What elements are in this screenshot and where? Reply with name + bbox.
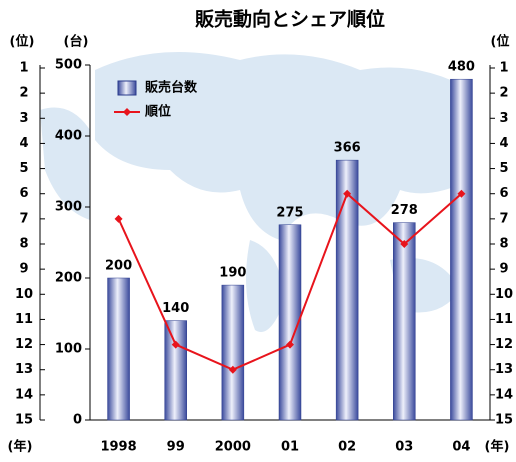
y2-tick-label: 12 bbox=[495, 337, 513, 352]
y-tick-label: 500 bbox=[55, 58, 82, 73]
y2-tick-label: 15 bbox=[495, 413, 513, 428]
y-tick-label: 100 bbox=[55, 342, 82, 357]
y-tick-label: 400 bbox=[55, 129, 82, 144]
y2-tick-label-left: 14 bbox=[15, 387, 33, 402]
x-tick-label: 1998 bbox=[100, 440, 136, 455]
y2-tick-label-left: 2 bbox=[19, 86, 28, 101]
y2-tick-label: 2 bbox=[499, 86, 508, 101]
y2-axis-label: (位 bbox=[491, 34, 510, 50]
bar-value-label: 200 bbox=[105, 259, 132, 274]
y2-tick-label-left: 3 bbox=[19, 111, 28, 126]
legend-marker bbox=[123, 108, 131, 116]
y-tick-label: 200 bbox=[55, 271, 82, 286]
rank-marker bbox=[457, 189, 466, 198]
y2-tick-label-left: 9 bbox=[19, 262, 28, 277]
y2-tick-label-left: 8 bbox=[19, 237, 28, 252]
y-axis-label: (台) bbox=[64, 34, 89, 50]
y-tick-label: 300 bbox=[55, 200, 82, 215]
x-tick-label: 03 bbox=[395, 440, 413, 455]
y2-tick-label-left: 11 bbox=[15, 312, 33, 327]
y2-tick-label-left: 5 bbox=[19, 161, 28, 176]
y2-tick-label: 7 bbox=[499, 211, 508, 226]
bar-value-label: 278 bbox=[391, 203, 418, 218]
y2-tick-label-left: 13 bbox=[15, 362, 33, 377]
y2-tick-label-left: 10 bbox=[15, 287, 33, 302]
y2-tick-label-left: 4 bbox=[19, 136, 28, 151]
x-tick-label: 04 bbox=[452, 440, 470, 455]
chart-title: 販売動向とシェア順位 bbox=[195, 8, 385, 31]
x-tick-label: 99 bbox=[167, 440, 185, 455]
y2-axis-label-left: (位) bbox=[10, 34, 35, 50]
y2-tick-label: 10 bbox=[495, 287, 513, 302]
bar bbox=[107, 277, 130, 421]
bar-value-label: 480 bbox=[448, 60, 475, 75]
rank-marker bbox=[228, 365, 237, 374]
y2-tick-label-left: 12 bbox=[15, 337, 33, 352]
y2-tick-label-left: 15 bbox=[15, 413, 33, 428]
x-tick-label: 02 bbox=[338, 440, 356, 455]
rank-marker bbox=[114, 214, 123, 223]
rank-marker bbox=[171, 340, 180, 349]
bar-value-label: 366 bbox=[334, 141, 361, 156]
rank-marker bbox=[400, 240, 409, 248]
y2-tick-label-left: 1 bbox=[19, 61, 28, 76]
y2-tick-label-left: 6 bbox=[19, 186, 28, 201]
bar bbox=[164, 320, 187, 421]
bar bbox=[393, 222, 416, 421]
bar bbox=[335, 159, 359, 421]
legend-swatch bbox=[117, 80, 137, 96]
x-axis-label-left: (年) bbox=[8, 439, 33, 455]
y-tick-label: 0 bbox=[73, 413, 82, 428]
x-tick-label: 2000 bbox=[215, 440, 251, 455]
legend-label: 販売台数 bbox=[145, 80, 198, 96]
y2-tick-label: 4 bbox=[499, 136, 508, 151]
y2-tick-label: 13 bbox=[495, 362, 513, 377]
y2-tick-label: 11 bbox=[495, 312, 513, 327]
x-tick-label: 01 bbox=[281, 440, 299, 455]
x-axis-label: (年) bbox=[485, 439, 510, 455]
y2-tick-label: 14 bbox=[495, 387, 513, 402]
rank-marker bbox=[286, 340, 294, 349]
bar bbox=[221, 284, 245, 421]
y2-tick-label: 5 bbox=[499, 161, 508, 176]
bar bbox=[450, 78, 473, 421]
legend-label: 順位 bbox=[145, 104, 171, 120]
rank-marker bbox=[343, 189, 352, 198]
y2-tick-label: 1 bbox=[499, 61, 508, 76]
y2-tick-label: 9 bbox=[499, 262, 508, 277]
bar-value-label: 190 bbox=[219, 266, 246, 281]
y2-tick-label: 8 bbox=[499, 237, 508, 252]
world-map-background bbox=[40, 52, 470, 332]
bar-value-label: 140 bbox=[162, 301, 189, 316]
y2-tick-label: 3 bbox=[499, 111, 508, 126]
bar bbox=[278, 224, 302, 421]
y2-tick-label-left: 7 bbox=[19, 211, 28, 226]
y2-tick-label: 6 bbox=[499, 186, 508, 201]
bar-value-label: 275 bbox=[276, 205, 303, 220]
